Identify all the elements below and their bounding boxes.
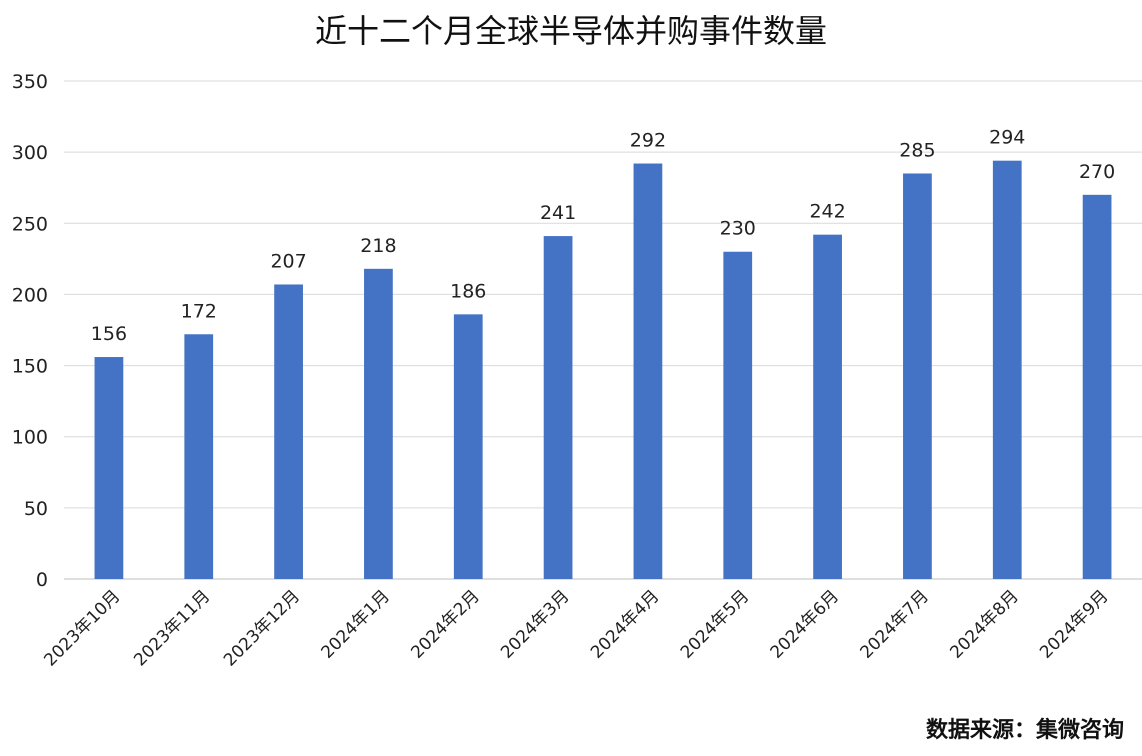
bars — [94, 160, 1112, 580]
y-axis-ticks: 0 50 100 150 200 250 300 350 — [12, 71, 48, 591]
bar — [94, 357, 124, 579]
bar — [813, 234, 842, 579]
chart-title: 近十二个月全球半导体并购事件数量 — [314, 12, 827, 50]
bar — [903, 173, 932, 579]
bar — [274, 284, 303, 579]
bar — [992, 160, 1022, 579]
data-label: 292 — [630, 130, 666, 152]
bar — [1082, 194, 1112, 580]
x-category-label: 2024年2月 — [407, 586, 483, 662]
bar — [184, 334, 214, 579]
bar — [364, 268, 393, 579]
bar — [543, 236, 573, 579]
y-tick-label: 50 — [24, 498, 48, 520]
x-category-label: 2024年1月 — [318, 586, 394, 662]
bar — [633, 163, 663, 580]
source-note: 数据来源：集微咨询 — [925, 717, 1124, 743]
x-category-label: 2024年9月 — [1036, 586, 1112, 662]
data-label: 285 — [899, 139, 935, 161]
x-category-label: 2024年8月 — [946, 586, 1022, 662]
x-category-label: 2024年5月 — [677, 586, 753, 662]
data-label: 270 — [1079, 161, 1115, 183]
data-label: 207 — [270, 250, 306, 272]
data-label: 294 — [989, 127, 1025, 149]
data-label: 218 — [360, 235, 396, 257]
x-category-label: 2024年7月 — [857, 586, 933, 662]
data-label: 186 — [450, 280, 486, 302]
y-tick-label: 250 — [12, 213, 48, 235]
data-label: 156 — [91, 323, 127, 345]
y-tick-label: 350 — [12, 71, 48, 93]
data-labels: 156 172 207 218 186 241 292 230 242 285 294 270 — [91, 127, 1115, 345]
x-category-label: 2024年4月 — [587, 586, 663, 662]
x-category-label: 2024年6月 — [767, 586, 843, 662]
y-tick-label: 200 — [12, 284, 48, 306]
x-category-label: 2023年11月 — [130, 586, 214, 670]
data-label: 230 — [720, 218, 756, 240]
x-category-label: 2023年10月 — [40, 586, 124, 670]
data-label: 241 — [540, 202, 576, 224]
gridlines — [64, 80, 1142, 580]
data-label: 242 — [809, 201, 845, 223]
y-tick-label: 100 — [12, 427, 48, 449]
bar — [723, 251, 753, 579]
x-axis-labels: 2023年10月 2023年11月 2023年12月 2024年1月 2024年2月 20… — [40, 586, 1112, 670]
x-category-label: 2024年3月 — [497, 586, 573, 662]
y-tick-label: 150 — [12, 356, 48, 378]
bar — [453, 314, 483, 579]
y-tick-label: 0 — [36, 569, 48, 591]
x-category-label: 2023年12月 — [220, 586, 304, 670]
y-tick-label: 300 — [12, 142, 48, 164]
data-label: 172 — [181, 300, 217, 322]
